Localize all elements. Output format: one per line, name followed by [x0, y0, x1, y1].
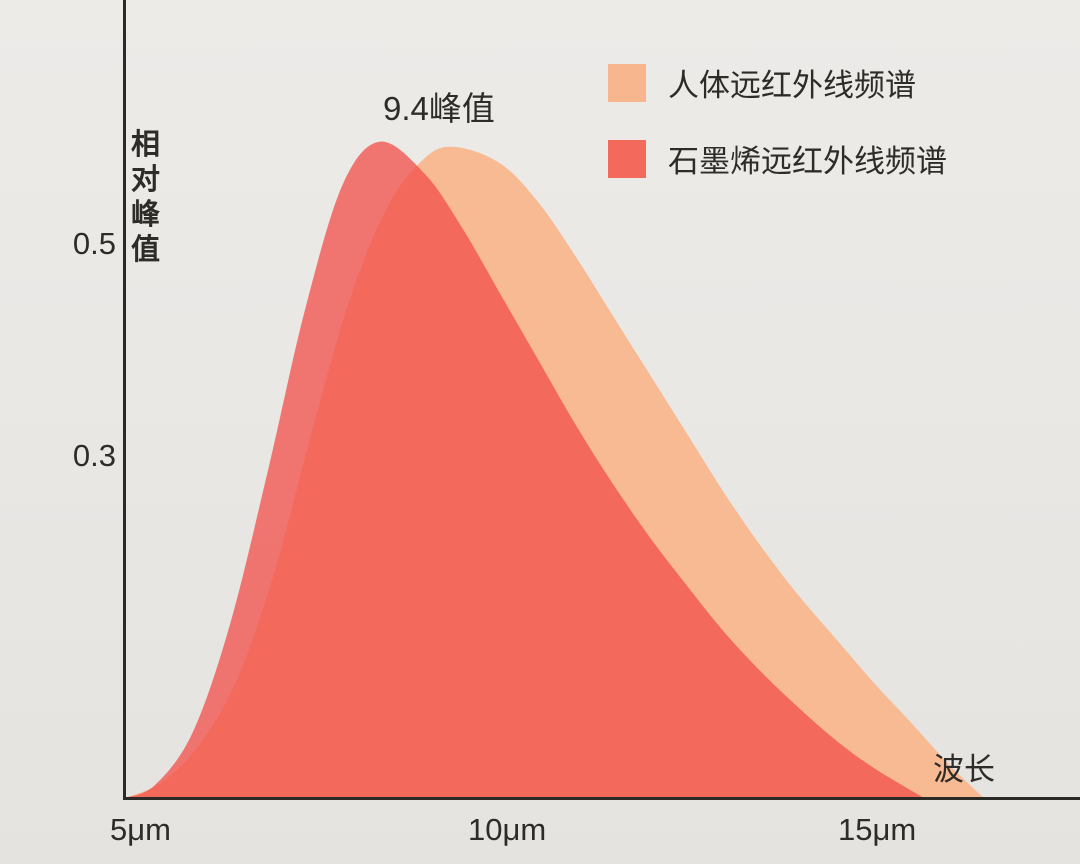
legend: 人体远红外线频谱 石墨烯远红外线频谱	[608, 60, 947, 212]
human-spectrum-label: 人体远红外线频谱	[668, 68, 916, 103]
y-tick-0-3: 0.3	[72, 438, 116, 473]
graphene-spectrum-label: 石墨烯远红外线频谱	[668, 144, 947, 179]
legend-item-human: 人体远红外线频谱	[608, 60, 947, 105]
human-spectrum-swatch	[608, 63, 646, 102]
legend-item-graphene: 石墨烯远红外线频谱	[608, 136, 947, 181]
graphene-spectrum-swatch	[608, 139, 646, 178]
x-tick-15um: 15μm	[838, 812, 917, 847]
y-axis-line	[123, 0, 126, 800]
peak-annotation: 9.4峰值	[383, 90, 495, 127]
y-axis-title: 相对峰值	[131, 129, 161, 266]
x-tick-10um: 10μm	[468, 812, 547, 847]
x-tick-5um: 5μm	[110, 812, 171, 847]
graphene-spectrum-area	[125, 141, 924, 798]
y-tick-0-5: 0.5	[72, 226, 116, 261]
x-axis-title: 波长	[933, 752, 995, 787]
x-axis-line	[123, 797, 1080, 800]
